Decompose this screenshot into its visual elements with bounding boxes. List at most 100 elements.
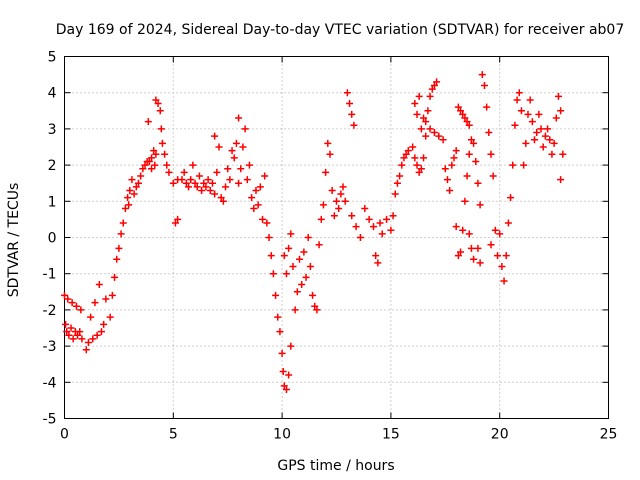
data-point (450, 154, 458, 162)
y-tick-label: -2 (43, 303, 57, 319)
data-point (515, 89, 523, 97)
data-point (157, 125, 165, 133)
data-point (289, 262, 297, 270)
data-point (500, 277, 508, 285)
data-point (256, 183, 264, 191)
data-point (144, 118, 152, 126)
data-point (285, 371, 293, 379)
data-point (417, 125, 425, 133)
data-point (470, 255, 478, 263)
data-point (134, 179, 142, 187)
data-point (87, 313, 95, 321)
data-point (396, 172, 404, 180)
y-tick-label: 1 (48, 194, 57, 210)
data-point (161, 150, 169, 158)
data-point (335, 205, 343, 213)
data-point (206, 186, 214, 194)
data-point (68, 299, 76, 307)
data-point (115, 244, 123, 252)
data-point (182, 179, 190, 187)
data-point (235, 114, 243, 122)
x-tick-label: 0 (60, 427, 69, 443)
data-point (472, 157, 480, 165)
data-point (165, 168, 173, 176)
data-point (62, 320, 70, 328)
data-point (285, 244, 293, 252)
data-point (428, 85, 436, 93)
data-point (235, 179, 243, 187)
data-point (507, 194, 515, 202)
data-point (474, 244, 482, 252)
data-point (341, 197, 349, 205)
data-point (219, 197, 227, 205)
data-point (441, 165, 449, 173)
data-point (252, 186, 260, 194)
data-point (535, 110, 543, 118)
data-point (537, 125, 545, 133)
data-point (487, 241, 495, 249)
data-point (180, 168, 188, 176)
data-point (378, 230, 386, 238)
data-point (200, 179, 208, 187)
data-point (376, 219, 384, 227)
data-point (276, 328, 284, 336)
data-point (63, 328, 71, 336)
data-point (77, 306, 85, 314)
data-point (64, 295, 72, 303)
data-point (76, 328, 84, 336)
data-point (346, 100, 354, 108)
data-point (454, 252, 462, 260)
data-point (413, 161, 421, 169)
data-point (398, 161, 406, 169)
data-point (95, 281, 103, 289)
data-point (215, 143, 223, 151)
data-point (141, 161, 149, 169)
data-point (415, 168, 423, 176)
x-tick-label: 10 (273, 427, 291, 443)
data-point (82, 346, 90, 354)
data-point (217, 194, 225, 202)
data-point (452, 223, 460, 231)
data-point (311, 302, 319, 310)
data-point (389, 212, 397, 220)
data-point (267, 252, 275, 260)
data-point (328, 186, 336, 194)
data-point (483, 103, 491, 111)
data-point (393, 179, 401, 187)
data-point (239, 143, 247, 151)
data-point (552, 114, 560, 122)
data-point (222, 183, 230, 191)
data-point (463, 118, 471, 126)
data-point (413, 110, 421, 118)
data-point (195, 172, 203, 180)
data-point (313, 306, 321, 314)
data-point (487, 150, 495, 158)
data-point (337, 190, 345, 198)
data-point (502, 252, 510, 260)
data-point (430, 129, 438, 137)
data-point (156, 107, 164, 115)
y-tick-label: 2 (48, 158, 57, 174)
data-point (430, 81, 438, 89)
data-point (498, 262, 506, 270)
y-tick-label: 0 (48, 231, 57, 247)
data-point (202, 183, 210, 191)
data-point (433, 78, 441, 86)
data-point (465, 121, 473, 129)
data-point (89, 335, 97, 343)
data-point (474, 179, 482, 187)
data-point (106, 313, 114, 321)
data-point (559, 150, 567, 158)
data-point (137, 172, 145, 180)
data-point (241, 125, 249, 133)
data-point (513, 96, 521, 104)
data-point (237, 165, 245, 173)
data-point (250, 205, 258, 213)
data-point (280, 382, 288, 390)
data-point (150, 147, 158, 155)
data-point (317, 215, 325, 223)
data-point (554, 92, 562, 100)
data-point (365, 215, 373, 223)
data-point (293, 288, 301, 296)
data-point (119, 219, 127, 227)
